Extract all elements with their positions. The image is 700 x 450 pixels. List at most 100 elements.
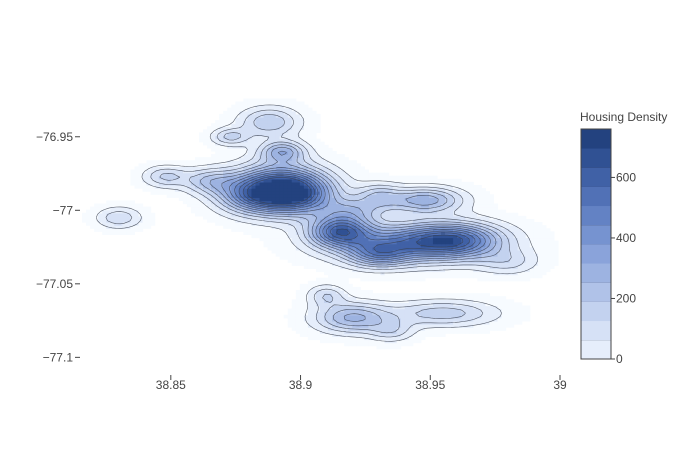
density-cell xyxy=(122,209,127,214)
density-cell xyxy=(509,299,515,303)
density-cell xyxy=(275,138,281,143)
density-cell xyxy=(420,222,426,226)
density-cell xyxy=(251,228,257,232)
density-cell xyxy=(251,104,257,109)
density-cell xyxy=(86,215,91,220)
density-cell xyxy=(497,228,503,232)
density-cell xyxy=(271,120,277,124)
density-cell xyxy=(364,234,369,239)
density-cell xyxy=(239,126,244,130)
density-cell xyxy=(380,246,386,251)
density-cell xyxy=(247,191,253,195)
density-cell xyxy=(348,231,353,236)
density-cell xyxy=(267,138,273,143)
density-cell xyxy=(315,234,321,239)
density-cell xyxy=(372,172,378,177)
density-cell xyxy=(428,314,434,319)
density-cell xyxy=(469,311,474,316)
density-cell xyxy=(324,178,329,183)
density-cell xyxy=(303,302,309,307)
density-cell xyxy=(235,101,240,106)
density-cell xyxy=(307,259,313,263)
density-cell xyxy=(295,222,301,226)
density-cell xyxy=(295,259,301,263)
density-cell xyxy=(420,305,426,310)
density-cell xyxy=(356,218,361,223)
density-cell xyxy=(380,200,386,205)
density-cell xyxy=(340,293,345,297)
density-cell xyxy=(207,181,212,186)
density-cell xyxy=(473,296,478,300)
density-cell xyxy=(396,327,402,331)
density-cell xyxy=(352,308,357,313)
density-cell xyxy=(505,299,511,303)
density-cell xyxy=(408,212,414,217)
density-cell xyxy=(408,277,414,282)
density-cell xyxy=(231,184,236,189)
density-cell xyxy=(299,113,305,118)
density-cell xyxy=(513,252,519,257)
density-cell xyxy=(521,271,527,276)
density-cell xyxy=(332,166,337,171)
density-cell xyxy=(332,330,337,334)
density-cell xyxy=(307,246,313,251)
density-cell xyxy=(356,339,361,344)
density-cell xyxy=(436,246,442,251)
density-cell xyxy=(126,209,132,214)
density-cell xyxy=(432,197,438,202)
density-cell xyxy=(497,249,503,254)
density-cell xyxy=(541,265,547,269)
density-cell xyxy=(396,265,402,269)
density-cell xyxy=(420,212,426,217)
density-cell xyxy=(324,305,329,310)
density-cell xyxy=(432,215,438,220)
density-cell xyxy=(360,330,365,334)
density-cell xyxy=(360,178,365,183)
density-cell xyxy=(324,296,329,300)
density-cell xyxy=(336,308,341,313)
density-cell xyxy=(348,274,353,279)
density-cell xyxy=(380,178,386,183)
density-cell xyxy=(263,116,269,121)
density-cell xyxy=(489,274,495,279)
density-cell xyxy=(231,194,236,198)
density-cell xyxy=(307,113,313,118)
density-cell xyxy=(170,194,176,198)
density-cell xyxy=(481,265,486,269)
density-cell xyxy=(400,293,406,297)
density-cell xyxy=(320,308,325,313)
density-cell xyxy=(408,330,414,334)
density-cell xyxy=(243,194,248,198)
y-tick-label: −76.95 xyxy=(36,130,73,144)
density-cell xyxy=(404,330,410,334)
density-cell xyxy=(360,262,365,266)
density-cell xyxy=(150,212,156,217)
density-cell xyxy=(384,222,390,226)
density-cell xyxy=(352,160,357,164)
colorbar-tick-label: 200 xyxy=(616,291,636,305)
density-cell xyxy=(243,135,248,140)
density-cell xyxy=(372,274,378,279)
density-cell xyxy=(332,293,337,297)
density-cell xyxy=(271,107,277,112)
density-cell xyxy=(432,212,438,217)
density-cell xyxy=(521,243,527,248)
density-cell xyxy=(352,175,357,180)
density-cell xyxy=(247,209,253,214)
density-cell xyxy=(303,107,309,112)
density-cell xyxy=(525,218,531,223)
density-cell xyxy=(384,188,390,192)
density-cell xyxy=(219,194,224,198)
density-cell xyxy=(408,215,414,220)
density-cell xyxy=(235,215,240,220)
density-cell xyxy=(315,129,321,134)
density-cell xyxy=(509,218,515,223)
density-cell xyxy=(473,246,478,251)
density-cell xyxy=(102,228,107,232)
density-cell xyxy=(481,262,486,266)
density-cell xyxy=(549,256,555,260)
density-cell xyxy=(457,262,462,266)
density-cell xyxy=(247,116,253,121)
density-cell xyxy=(315,188,321,192)
density-cell xyxy=(445,262,450,266)
